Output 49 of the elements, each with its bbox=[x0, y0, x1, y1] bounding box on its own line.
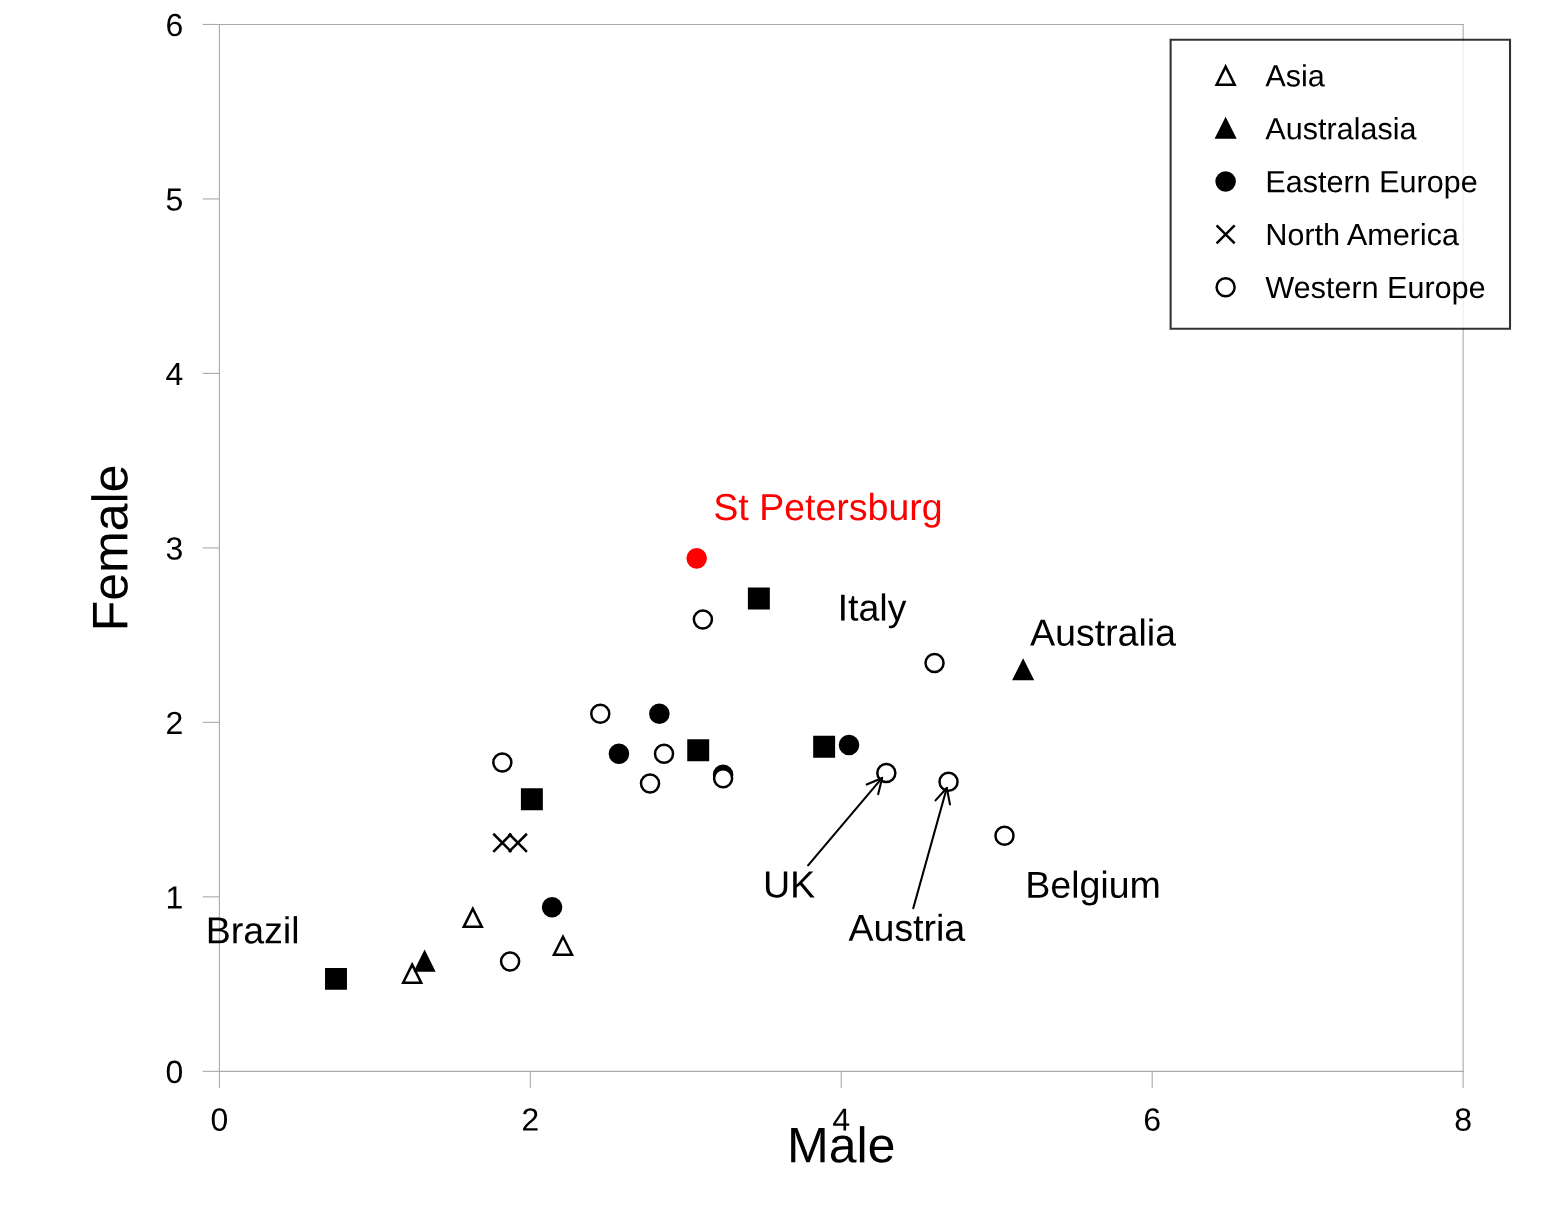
point bbox=[401, 963, 423, 984]
point bbox=[590, 703, 611, 724]
y-tick-label: 0 bbox=[166, 1060, 183, 1084]
legend-label: Eastern Europe bbox=[1267, 171, 1477, 199]
y-tick-label: 1 bbox=[167, 886, 182, 909]
y-tick-label: 4 bbox=[166, 363, 183, 385]
point bbox=[938, 771, 959, 792]
y-tick-label: 6 bbox=[167, 13, 182, 37]
point bbox=[692, 609, 714, 630]
legend-label: North America bbox=[1267, 222, 1459, 246]
legend-label: Asia bbox=[1265, 64, 1325, 87]
point bbox=[552, 935, 574, 956]
x-tick-label: 8 bbox=[1455, 1108, 1471, 1131]
y-axis-title: Female bbox=[91, 466, 128, 628]
annotation: Australia bbox=[1030, 618, 1176, 646]
point bbox=[1012, 659, 1034, 681]
point bbox=[994, 825, 1015, 847]
point bbox=[838, 734, 860, 756]
y-tick-label: 5 bbox=[166, 188, 182, 211]
annotation: Belgium bbox=[1028, 870, 1159, 906]
annotation: Italy bbox=[841, 593, 907, 629]
point bbox=[462, 907, 484, 929]
point bbox=[492, 752, 513, 773]
legend-label: Australasia bbox=[1265, 117, 1417, 140]
y-tick-label: 2 bbox=[167, 711, 182, 734]
point bbox=[325, 967, 347, 990]
point bbox=[414, 951, 435, 972]
point bbox=[541, 897, 563, 918]
point bbox=[924, 652, 945, 674]
point bbox=[876, 762, 897, 784]
x-tick-label: 2 bbox=[523, 1108, 538, 1131]
point bbox=[520, 788, 543, 811]
point bbox=[653, 743, 675, 765]
point bbox=[639, 773, 661, 794]
point bbox=[608, 743, 630, 765]
annotation: Austria bbox=[848, 913, 966, 942]
point bbox=[499, 951, 521, 972]
point bbox=[686, 548, 707, 569]
point bbox=[687, 739, 710, 762]
annotation: Brazil bbox=[208, 916, 298, 944]
x-tick-label: 0 bbox=[211, 1108, 228, 1131]
y-tick-label: 3 bbox=[166, 537, 182, 560]
series-label: St Petersburg bbox=[715, 492, 941, 528]
x-tick-label: 6 bbox=[1144, 1108, 1160, 1131]
annotation: UK bbox=[765, 871, 815, 898]
point bbox=[747, 587, 770, 610]
point bbox=[813, 735, 836, 758]
legend-label: Western Europe bbox=[1265, 277, 1485, 305]
point bbox=[649, 703, 670, 724]
